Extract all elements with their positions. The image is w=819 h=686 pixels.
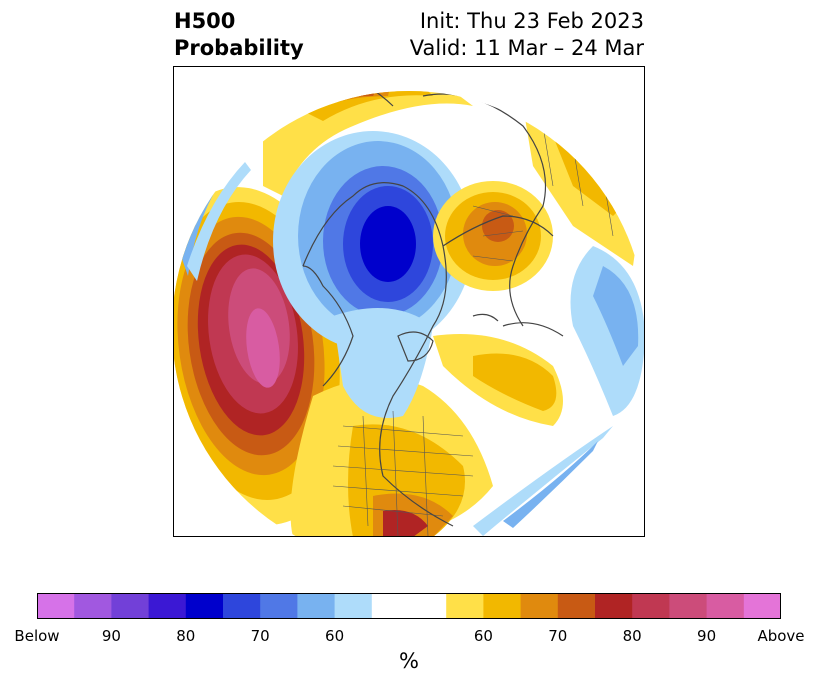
colorbar-segment xyxy=(37,593,75,619)
title-line-1: H500 xyxy=(174,9,236,33)
colorbar-tick-label: 60 xyxy=(473,627,493,645)
colorbar-tick-label: 70 xyxy=(548,627,568,645)
colorbar-segment xyxy=(446,593,484,619)
colorbar-segment xyxy=(74,593,112,619)
border-lines xyxy=(332,125,614,537)
colorbar-tick-label: 90 xyxy=(697,627,717,645)
colorbar-unit: % xyxy=(399,649,419,673)
colorbar xyxy=(37,593,781,619)
colorbar-segment xyxy=(595,593,633,619)
colorbar-segment xyxy=(557,593,596,619)
colorbar-tick-label: 60 xyxy=(325,627,345,645)
colorbar-segment xyxy=(297,593,335,619)
colorbar-segment xyxy=(260,593,298,619)
colorbar-segment xyxy=(483,593,521,619)
colorbar-tick-label: 80 xyxy=(622,627,642,645)
date-info: Init: Thu 23 Feb 2023 Valid: 11 Mar – 24… xyxy=(410,8,644,62)
init-date: Init: Thu 23 Feb 2023 xyxy=(419,9,644,33)
colorbar-tick-label: 70 xyxy=(250,627,270,645)
probability-shading xyxy=(173,91,645,537)
colorbar-segment xyxy=(223,593,261,619)
colorbar-segment xyxy=(520,593,559,619)
map-panel xyxy=(173,66,645,537)
probability-map xyxy=(173,66,645,537)
colorbar-tick-label: Below xyxy=(14,627,60,645)
colorbar-segment xyxy=(632,593,670,619)
colorbar-segment xyxy=(185,593,224,619)
colorbar-segment xyxy=(706,593,745,619)
colorbar-tick-label: 80 xyxy=(176,627,196,645)
colorbar-segment xyxy=(743,593,781,619)
colorbar-segment xyxy=(334,593,373,619)
colorbar-segment xyxy=(669,593,707,619)
colorbar-segment xyxy=(148,593,187,619)
colorbar-tick-label: 90 xyxy=(101,627,121,645)
colorbar-tick-label: Above xyxy=(757,627,805,645)
valid-date-range: Valid: 11 Mar – 24 Mar xyxy=(409,36,644,60)
map-title: H500 Probability xyxy=(174,8,304,62)
colorbar-segment xyxy=(371,593,447,619)
title-line-2: Probability xyxy=(174,36,304,60)
colorbar-segment xyxy=(111,593,149,619)
